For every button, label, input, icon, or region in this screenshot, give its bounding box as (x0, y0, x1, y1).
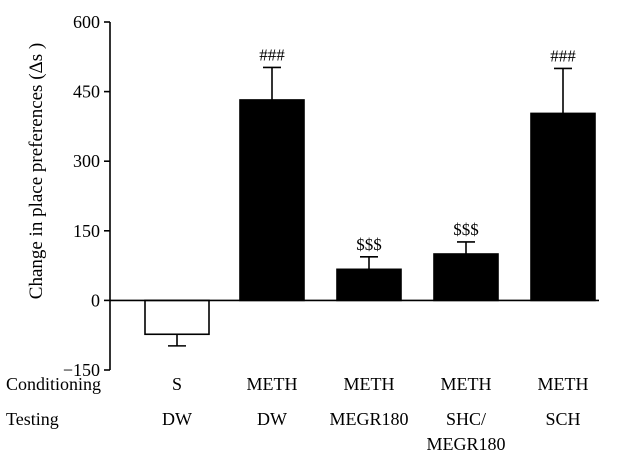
y-axis: −150 0 150 300 450 600 (63, 12, 111, 380)
y-axis-label: Change in place preferences (Δs ) (26, 43, 47, 299)
testing-label: SCH (545, 409, 580, 429)
testing-label: DW (162, 409, 192, 429)
conditioning-label: METH (441, 374, 492, 394)
conditioning-label: METH (538, 374, 589, 394)
bar (433, 253, 499, 302)
conditioning-label: METH (344, 374, 395, 394)
testing-label: SHC/ (446, 409, 486, 429)
testing-label: MEGR180 (426, 434, 505, 453)
testing-label: DW (257, 409, 287, 429)
conditioning-label: S (172, 374, 182, 394)
significance-label: $$$ (356, 235, 382, 254)
bar (239, 99, 305, 302)
significance-label: ### (550, 46, 576, 65)
bar (144, 299, 210, 336)
bar (530, 112, 596, 302)
category-labels: Conditioning Testing S DW METH DW METH MEGR180 M… (6, 374, 589, 453)
bar (336, 268, 402, 302)
y-tick-label: 450 (73, 82, 100, 102)
y-tick-label: 150 (73, 221, 100, 241)
significance-label: ### (259, 45, 285, 64)
y-tick-label: −150 (63, 360, 100, 380)
y-tick-label: 300 (73, 151, 100, 171)
y-tick-label: 600 (73, 12, 100, 32)
y-tick-label: 0 (91, 290, 100, 310)
row-label-testing: Testing (6, 409, 59, 429)
testing-label: MEGR180 (329, 409, 408, 429)
significance-label: $$$ (453, 220, 479, 239)
conditioning-label: METH (247, 374, 298, 394)
row-label-conditioning: Conditioning (6, 374, 101, 394)
